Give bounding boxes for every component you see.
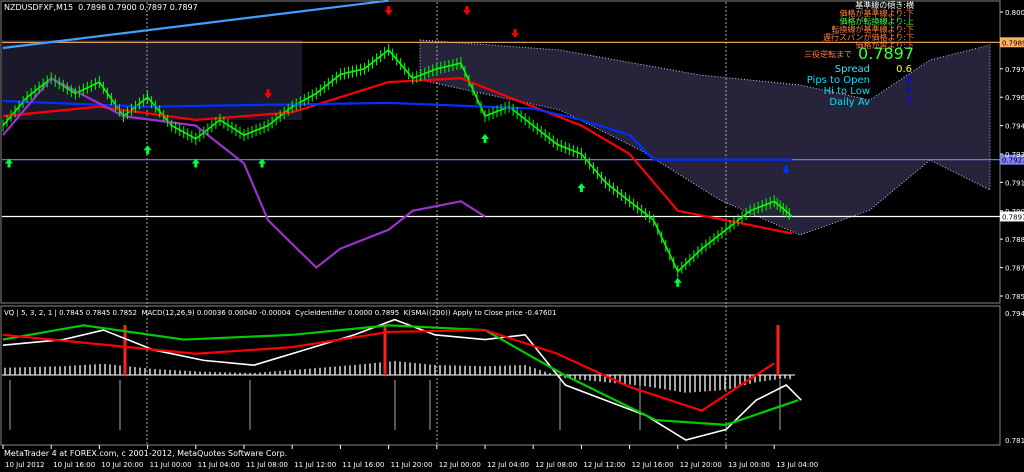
ichimoku-status-line: 価格が雲より:下 bbox=[855, 41, 914, 50]
ichimoku-status-line: 遅行スパンが価格より:下 bbox=[823, 33, 914, 42]
x-tick-label: 12 Jul 20:00 bbox=[680, 461, 722, 469]
arrow-down-icon bbox=[782, 165, 791, 175]
info-label: Spread bbox=[834, 64, 870, 75]
sub-y-tick-label: 0.7948 bbox=[1005, 310, 1024, 318]
arrow-down-icon bbox=[264, 89, 273, 99]
x-tick-label: 12 Jul 04:00 bbox=[487, 461, 529, 469]
x-tick-label: 12 Jul 00:00 bbox=[439, 461, 481, 469]
sub-series-vq_red bbox=[2, 328, 775, 412]
arrow-up-icon bbox=[258, 158, 267, 168]
ichimoku-status-line: 基準線の傾き:横 bbox=[855, 1, 914, 10]
info-value: 7 bbox=[905, 97, 912, 108]
arrow-down-icon bbox=[384, 6, 393, 16]
series-cyan_trend bbox=[2, 0, 389, 50]
arrow-up-icon bbox=[191, 158, 200, 168]
info-label: Hi to Low bbox=[823, 86, 870, 97]
series-blue bbox=[2, 99, 793, 161]
subwindow-header: VQ | 5, 3, 2, 1 | 0.7845 0.7845 0.7852 M… bbox=[4, 309, 557, 317]
info-value: 4 bbox=[905, 86, 912, 97]
x-tick-label: 11 Jul 16:00 bbox=[342, 461, 384, 469]
x-tick-label: 12 Jul 08:00 bbox=[535, 461, 577, 469]
ichimoku-status-line: 価格が転換線より:上 bbox=[839, 17, 914, 26]
x-tick-label: 11 Jul 04:00 bbox=[198, 461, 240, 469]
symbol-label: NZDUSDFXF,M15 bbox=[4, 3, 74, 12]
sub-series-vq bbox=[2, 318, 802, 441]
sub-frame bbox=[0, 305, 1001, 446]
y-tick-label: 0.7915 bbox=[1005, 179, 1024, 187]
series-chikou bbox=[2, 76, 486, 270]
ichimoku-status-line: 価格が基準線より:下 bbox=[839, 9, 914, 18]
ohlc-values: 0.7898 0.7900 0.7897 0.7897 bbox=[78, 3, 198, 12]
arrow-up-icon bbox=[143, 145, 152, 155]
price-level-tag bbox=[1000, 154, 1024, 165]
x-tick-label: 12 Jul 16:00 bbox=[632, 461, 674, 469]
y-tick-label: 0.7975 bbox=[1005, 66, 1024, 74]
info-label: Daily Av bbox=[829, 97, 870, 108]
x-tick-label: 11 Jul 12:00 bbox=[294, 461, 336, 469]
info-value: 0.6 bbox=[896, 64, 912, 75]
ichimoku-cloud bbox=[419, 39, 991, 236]
current-price: 0.7897 bbox=[858, 44, 914, 63]
arrow-up-icon bbox=[673, 277, 682, 287]
y-tick-label: 0.7945 bbox=[1005, 123, 1024, 131]
sub-y-tick-label: 0.7814 bbox=[1005, 437, 1024, 445]
price-level-tag bbox=[1000, 37, 1024, 48]
series-kijun bbox=[2, 77, 793, 235]
price-level-tag bbox=[1000, 211, 1024, 222]
arrow-up-icon bbox=[577, 183, 586, 193]
x-tick-label: 10 Jul 16:00 bbox=[53, 461, 95, 469]
x-tick-label: 13 Jul 00:00 bbox=[728, 461, 770, 469]
x-tick-label: 11 Jul 08:00 bbox=[246, 461, 288, 469]
arrow-up-icon bbox=[5, 158, 14, 168]
price-level-label: 0.7897 bbox=[1002, 213, 1024, 221]
price-level-label: 0.7927 bbox=[1002, 157, 1024, 165]
y-tick-label: 0.7900 bbox=[1005, 208, 1024, 216]
x-tick-label: 11 Jul 20:00 bbox=[391, 461, 433, 469]
arrow-up-icon bbox=[481, 133, 489, 143]
y-tick-label: 0.7885 bbox=[1005, 236, 1024, 244]
copyright-footer: MetaTrader 4 at FOREX.com, c 2001-2012, … bbox=[4, 449, 288, 458]
sub-series-vq_green bbox=[2, 324, 799, 426]
x-tick-label: 12 Jul 12:00 bbox=[583, 461, 625, 469]
x-tick-label: 13 Jul 04:00 bbox=[776, 461, 818, 469]
arrow-down-icon bbox=[511, 28, 520, 38]
info-label: Pips to Open bbox=[806, 75, 870, 86]
main-frame bbox=[0, 0, 1001, 304]
x-tick-label: 11 Jul 00:00 bbox=[150, 461, 192, 469]
x-tick-label: 10 Jul 20:00 bbox=[101, 461, 143, 469]
ichimoku-status-line: 三役逆転まで bbox=[804, 50, 852, 59]
ichimoku-status-line: 転換線が基準線より:下 bbox=[831, 25, 914, 34]
price-level-label: 0.7989 bbox=[1002, 39, 1024, 47]
y-tick-label: 0.7855 bbox=[1005, 293, 1024, 301]
x-tick-label: 10 Jul 2012 bbox=[5, 461, 45, 469]
arrow-down-icon bbox=[462, 6, 471, 16]
chart-header: NZDUSDFXF,M15 0.7898 0.7900 0.7897 0.789… bbox=[4, 3, 198, 12]
y-tick-label: 0.8005 bbox=[1005, 9, 1024, 17]
info-value: 2 bbox=[905, 75, 912, 86]
